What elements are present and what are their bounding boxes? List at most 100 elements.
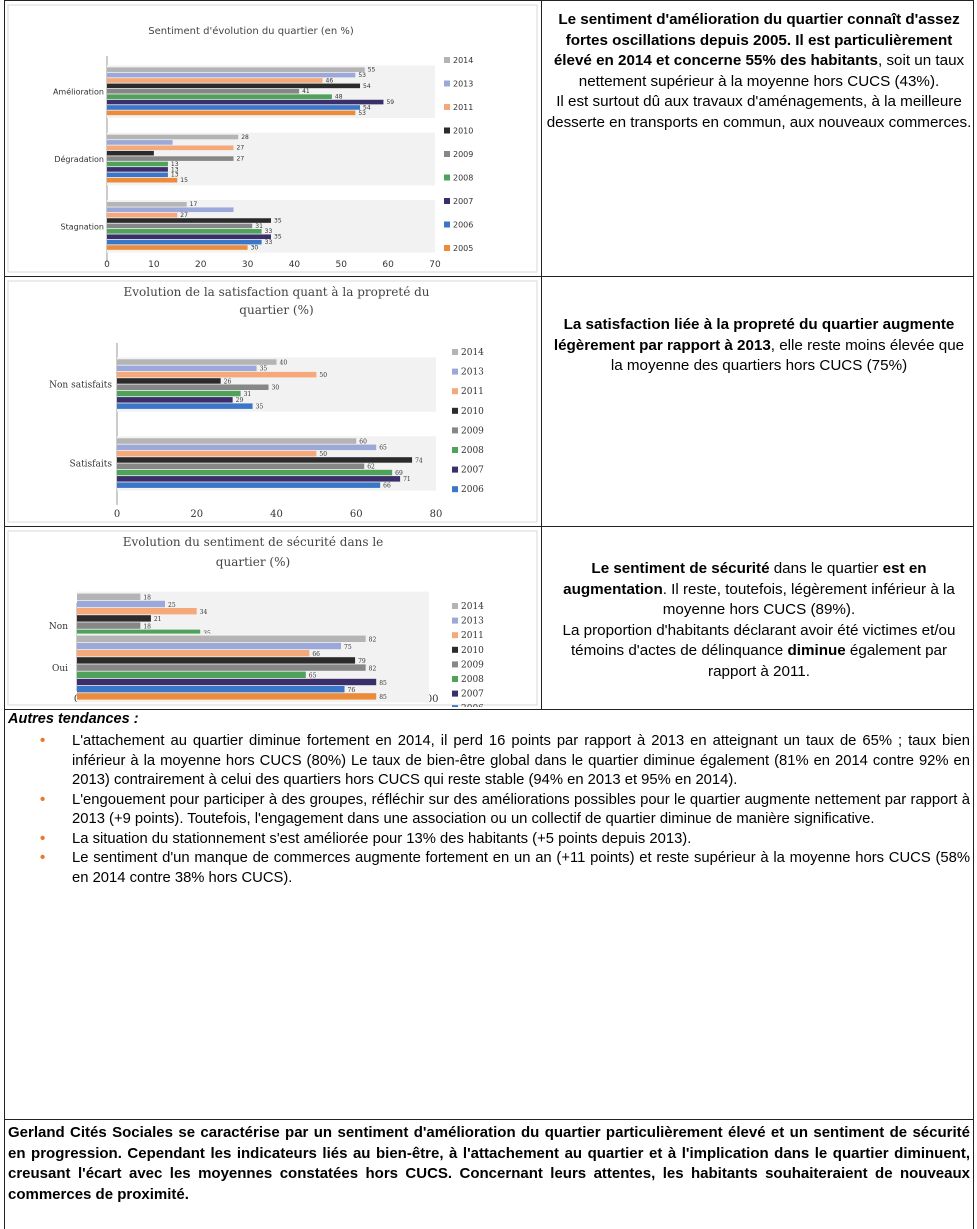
data-label: 71 <box>403 476 411 483</box>
commentary-text: La proportion d'habitants déclarant avoi… <box>562 621 956 660</box>
bar-2006 <box>117 403 253 409</box>
data-label: 30 <box>272 385 280 392</box>
list-item: • L'engouement pour participer à des grou… <box>34 791 970 830</box>
data-label: 13 <box>171 166 179 173</box>
bar-2007 <box>107 99 384 105</box>
chart-securite: Evolution du sentiment de sécurité dans … <box>6 529 539 707</box>
data-label: 85 <box>379 694 387 701</box>
bar-2007 <box>117 397 233 403</box>
y-category-label: Non satisfaits <box>49 381 112 391</box>
bar-2007 <box>117 476 401 482</box>
data-label: 75 <box>344 644 352 651</box>
bar-2013 <box>107 72 356 78</box>
commentary-text: , elle reste moins élevée que la moyenne… <box>610 336 965 375</box>
commentary-text: Il est surtout dû aux travaux d'aménagem… <box>546 93 972 131</box>
bar-2005 <box>107 245 248 250</box>
legend-swatch-2007 <box>452 466 458 473</box>
list-item-text: La situation du stationnement s'est amél… <box>72 830 692 847</box>
bar-2013 <box>77 642 341 650</box>
data-label: 18 <box>143 623 151 630</box>
legend-label: 2013 <box>461 368 484 378</box>
legend-label: 2011 <box>453 103 473 112</box>
y-category-label: Satisfaits <box>70 460 113 470</box>
column-divider <box>541 0 542 709</box>
autres-tendances-title: Autres tendances : <box>8 711 139 727</box>
legend-swatch-2006 <box>444 221 450 228</box>
chart-evolution-quartier-svg: Sentiment d'évolution du quartier (en %)… <box>7 4 538 273</box>
report-table-frame <box>4 0 974 1229</box>
data-label: 54 <box>363 83 371 90</box>
commentary-bold: La satisfaction liée à la propreté du qu… <box>553 316 955 354</box>
commentary-bold: Le sentiment d'amélioration du quartier … <box>553 11 960 69</box>
bar-2009 <box>77 664 366 671</box>
bar-2013 <box>77 600 165 608</box>
bullet-icon: • <box>40 850 46 866</box>
x-tick-label: 60 <box>382 260 394 270</box>
bar-2006 <box>77 686 345 693</box>
chart-area-border <box>7 4 538 273</box>
bar-2009 <box>107 88 300 94</box>
data-label: 69 <box>395 470 403 477</box>
bar-2010 <box>77 657 356 664</box>
bar-2008 <box>117 390 241 397</box>
y-category-label: Amélioration <box>53 87 104 97</box>
bar-2008 <box>117 469 393 476</box>
data-label: 35 <box>260 366 268 373</box>
legend-swatch-2008 <box>444 174 450 181</box>
data-label: 31 <box>255 223 263 230</box>
bar-2008 <box>77 629 201 636</box>
data-label: 82 <box>369 665 377 672</box>
commentary-evolution: Le sentiment d'amélioration du quartier … <box>546 10 972 133</box>
bar-2014 <box>77 635 366 642</box>
commentary-proprete: La satisfaction liée à la propreté du qu… <box>546 315 972 377</box>
data-label: 18 <box>143 595 151 602</box>
bar-2009 <box>77 622 141 629</box>
chart-securite-svg: Evolution du sentiment de sécurité dans … <box>7 530 538 707</box>
legend-label: 2008 <box>461 446 484 456</box>
legend-swatch-2010 <box>452 407 458 414</box>
legend-swatch-2009 <box>452 427 458 434</box>
bar-2014 <box>107 67 365 72</box>
legend-swatch-2008 <box>452 676 458 682</box>
y-category-label: Stagnation <box>61 222 105 231</box>
tendances-list: • L'attachement au quartier diminue forte… <box>34 732 970 888</box>
bar-2009 <box>117 384 269 390</box>
bar-2011 <box>117 450 317 457</box>
data-label: 35 <box>256 404 264 411</box>
legend-label: 2009 <box>461 660 484 670</box>
data-label: 74 <box>415 457 423 464</box>
data-label: 85 <box>379 680 387 687</box>
legend-label: 2007 <box>461 466 484 476</box>
list-item: • L'attachement au quartier diminue forte… <box>34 732 970 791</box>
data-label: 41 <box>302 88 310 95</box>
bullet-icon: • <box>40 791 46 808</box>
table-border-top <box>4 0 974 1</box>
legend-label: 2010 <box>453 127 473 136</box>
bar-2010 <box>107 218 271 223</box>
x-tick-label: 40 <box>289 260 301 270</box>
bar-2009 <box>117 463 365 469</box>
bar-2008 <box>107 229 262 234</box>
data-label: 79 <box>358 658 366 665</box>
data-label: 66 <box>312 651 320 658</box>
x-tick-label: 20 <box>190 509 203 520</box>
chart-title: Sentiment d'évolution du quartier (en %) <box>148 25 354 37</box>
data-label: 17 <box>190 201 198 208</box>
legend-label: 2007 <box>461 690 484 700</box>
bar-2006 <box>107 239 262 245</box>
data-label: 33 <box>265 239 273 246</box>
x-tick-label: 10 <box>148 260 160 270</box>
chart-title: Evolution de la satisfaction quant à la … <box>123 285 429 299</box>
data-label: 82 <box>369 637 377 644</box>
bar-2014 <box>107 134 239 140</box>
bar-2013 <box>107 140 173 145</box>
data-label: 21 <box>154 616 162 623</box>
y-category-label: Dégradation <box>54 154 104 164</box>
list-item: • La situation du stationnement s'est amé… <box>34 830 970 850</box>
legend-swatch-2014 <box>452 603 458 609</box>
legend-label: 2014 <box>461 602 484 612</box>
data-label: 30 <box>251 244 259 251</box>
bar-2006 <box>107 172 168 178</box>
list-item-text: L'attachement au quartier diminue fortem… <box>72 733 970 788</box>
data-label: 27 <box>237 145 245 152</box>
